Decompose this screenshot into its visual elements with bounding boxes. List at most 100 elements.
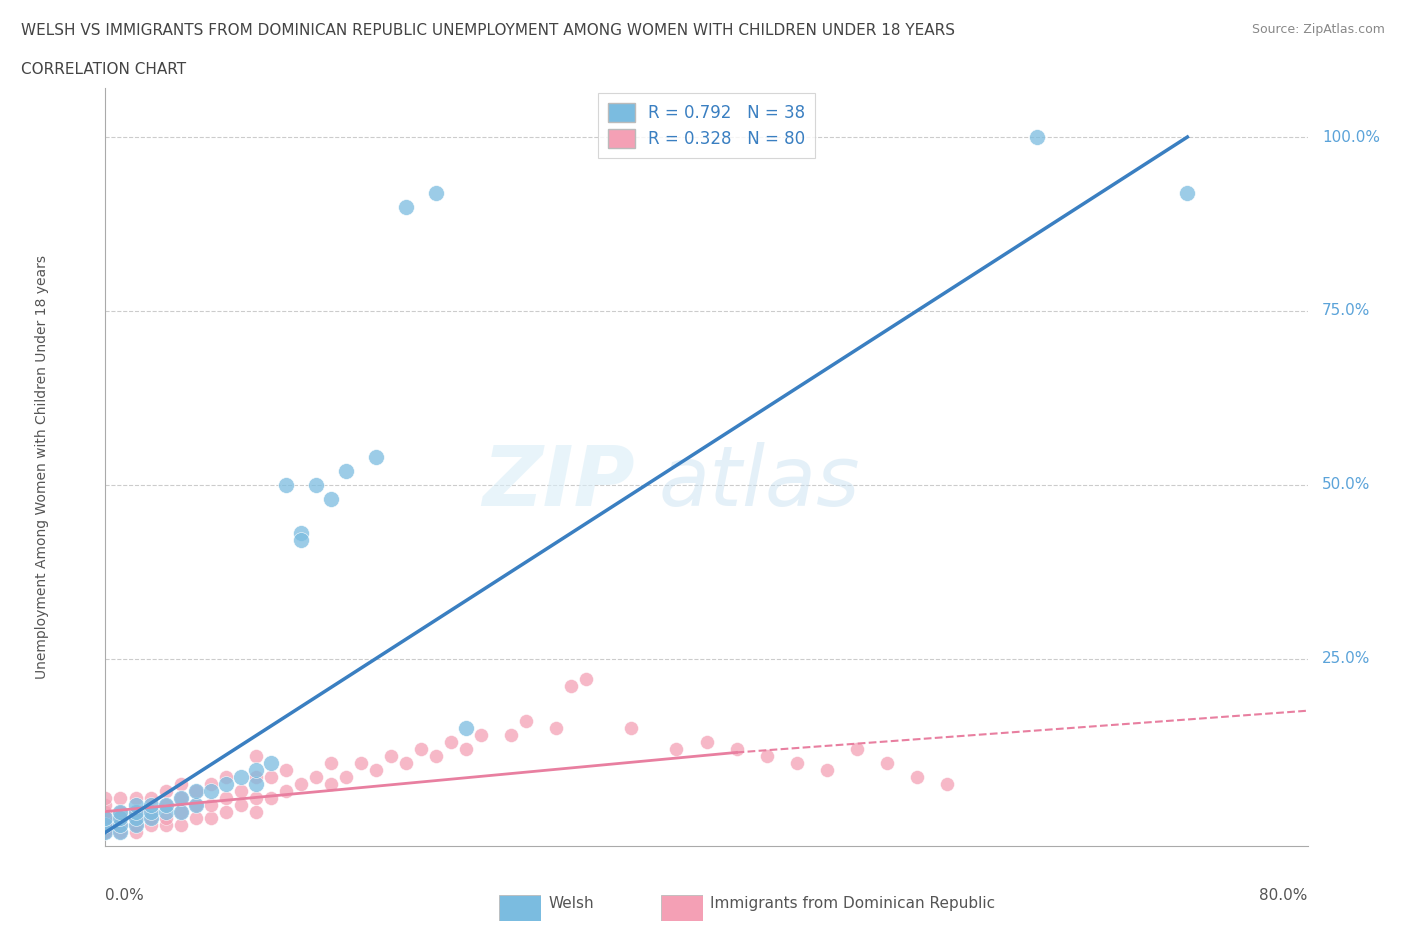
Point [245, 749, 267, 764]
Point [94, 804, 117, 819]
Text: Source: ZipAtlas.com: Source: ZipAtlas.com [1251, 23, 1385, 36]
Point [110, 825, 132, 840]
Point [454, 741, 477, 756]
Point [214, 769, 236, 784]
Point [229, 797, 252, 812]
Point [470, 727, 492, 742]
Point [139, 790, 162, 805]
Point [575, 672, 598, 687]
Point [815, 763, 838, 777]
Point [110, 790, 132, 805]
Point [139, 811, 162, 826]
Point [364, 449, 387, 464]
Point [124, 825, 146, 840]
Point [245, 763, 267, 777]
Point [124, 804, 146, 819]
Text: 75.0%: 75.0% [1322, 303, 1371, 318]
Point [200, 783, 222, 798]
Point [454, 721, 477, 736]
Point [110, 811, 132, 826]
Point [139, 804, 162, 819]
Point [94, 811, 117, 826]
Point [1026, 129, 1049, 144]
Point [786, 755, 808, 770]
Point [155, 783, 177, 798]
Point [155, 811, 177, 826]
Legend: R = 0.792   N = 38, R = 0.328   N = 80: R = 0.792 N = 38, R = 0.328 N = 80 [598, 93, 815, 158]
Point [155, 797, 177, 812]
Point [501, 727, 523, 742]
Point [139, 811, 162, 826]
Point [335, 769, 357, 784]
Point [260, 790, 283, 805]
Text: 50.0%: 50.0% [1322, 477, 1371, 492]
Point [380, 749, 402, 764]
Point [94, 825, 117, 840]
Point [124, 811, 146, 826]
Point [290, 777, 312, 791]
Point [409, 741, 432, 756]
Point [364, 763, 387, 777]
Point [169, 804, 191, 819]
Point [124, 797, 146, 812]
Point [260, 769, 283, 784]
Point [395, 199, 418, 214]
Point [515, 713, 537, 728]
Point [200, 797, 222, 812]
Text: 80.0%: 80.0% [1260, 888, 1308, 903]
Point [110, 825, 132, 840]
Point [184, 811, 207, 826]
Point [155, 804, 177, 819]
Point [905, 769, 928, 784]
Point [184, 783, 207, 798]
Point [124, 811, 146, 826]
Text: Unemployment Among Women with Children Under 18 years: Unemployment Among Women with Children U… [35, 256, 49, 679]
Point [110, 818, 132, 833]
Point [1175, 185, 1198, 200]
Point [319, 491, 342, 506]
Point [245, 777, 267, 791]
Point [290, 526, 312, 541]
Point [184, 797, 207, 812]
Point [620, 721, 643, 736]
Text: 100.0%: 100.0% [1322, 129, 1381, 144]
Point [845, 741, 868, 756]
Point [94, 811, 117, 826]
Point [184, 797, 207, 812]
Point [546, 721, 568, 736]
Point [319, 755, 342, 770]
Point [319, 777, 342, 791]
Point [305, 477, 328, 492]
Point [94, 797, 117, 812]
Point [260, 755, 283, 770]
Point [184, 783, 207, 798]
Point [110, 804, 132, 819]
Point [245, 769, 267, 784]
Point [665, 741, 688, 756]
Point [124, 790, 146, 805]
Point [274, 763, 297, 777]
Point [94, 825, 117, 840]
Text: WELSH VS IMMIGRANTS FROM DOMINICAN REPUBLIC UNEMPLOYMENT AMONG WOMEN WITH CHILDR: WELSH VS IMMIGRANTS FROM DOMINICAN REPUB… [21, 23, 955, 38]
Point [696, 735, 718, 750]
Point [124, 818, 146, 833]
Text: Welsh: Welsh [548, 897, 593, 911]
Point [124, 804, 146, 819]
Point [214, 804, 236, 819]
Point [229, 783, 252, 798]
Point [94, 811, 117, 826]
Point [440, 735, 463, 750]
Point [200, 811, 222, 826]
Text: Immigrants from Dominican Republic: Immigrants from Dominican Republic [710, 897, 995, 911]
Point [936, 777, 959, 791]
Text: CORRELATION CHART: CORRELATION CHART [21, 62, 186, 77]
Point [725, 741, 748, 756]
Point [876, 755, 898, 770]
Point [245, 804, 267, 819]
Point [94, 818, 117, 833]
Point [124, 818, 146, 833]
Point [94, 818, 117, 833]
Point [94, 790, 117, 805]
Point [169, 804, 191, 819]
Text: 25.0%: 25.0% [1322, 651, 1371, 666]
